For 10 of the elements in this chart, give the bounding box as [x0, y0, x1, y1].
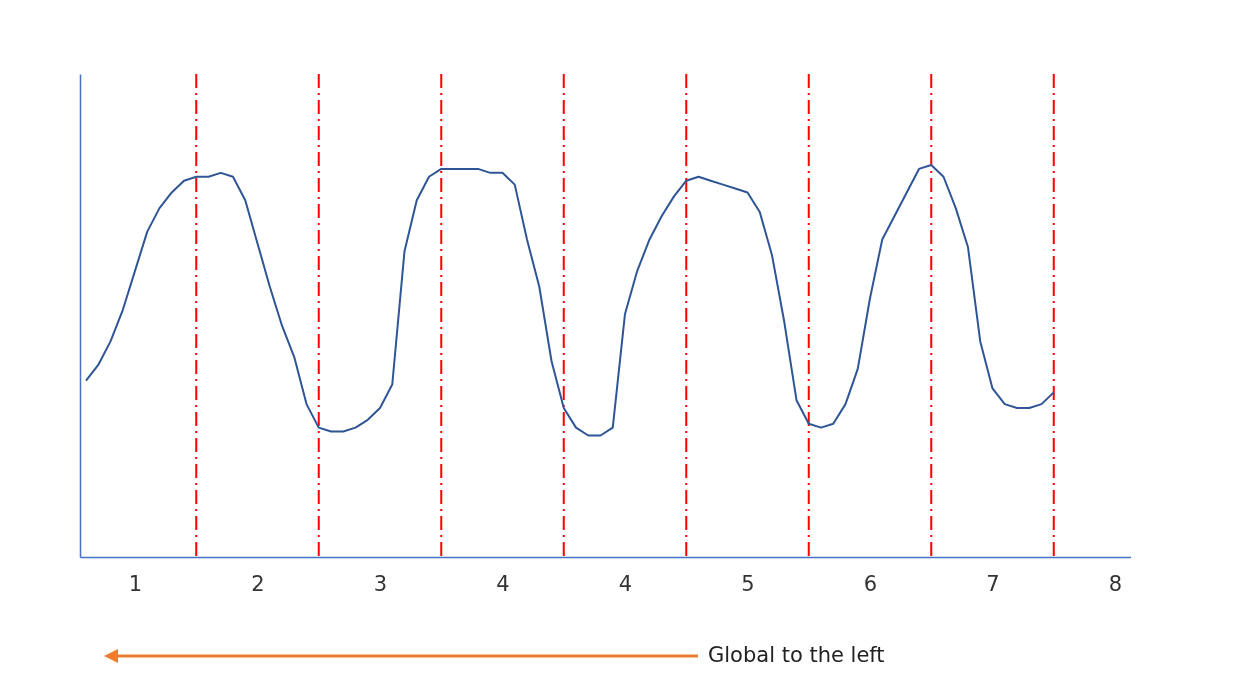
x-tick-label: 4 [618, 571, 633, 596]
x-tick-label: 4 [496, 571, 510, 596]
x-tick-label: 5 [741, 571, 755, 596]
x-tick-label: 3 [373, 571, 388, 596]
x-tick-label: 7 [986, 571, 1000, 596]
x-tick-label: 2 [251, 571, 265, 596]
x-tick-label: 6 [863, 571, 878, 596]
text: Global to the left [708, 643, 885, 667]
x-tick-label: 8 [1108, 571, 1123, 596]
x-tick-label: 1 [128, 571, 143, 596]
